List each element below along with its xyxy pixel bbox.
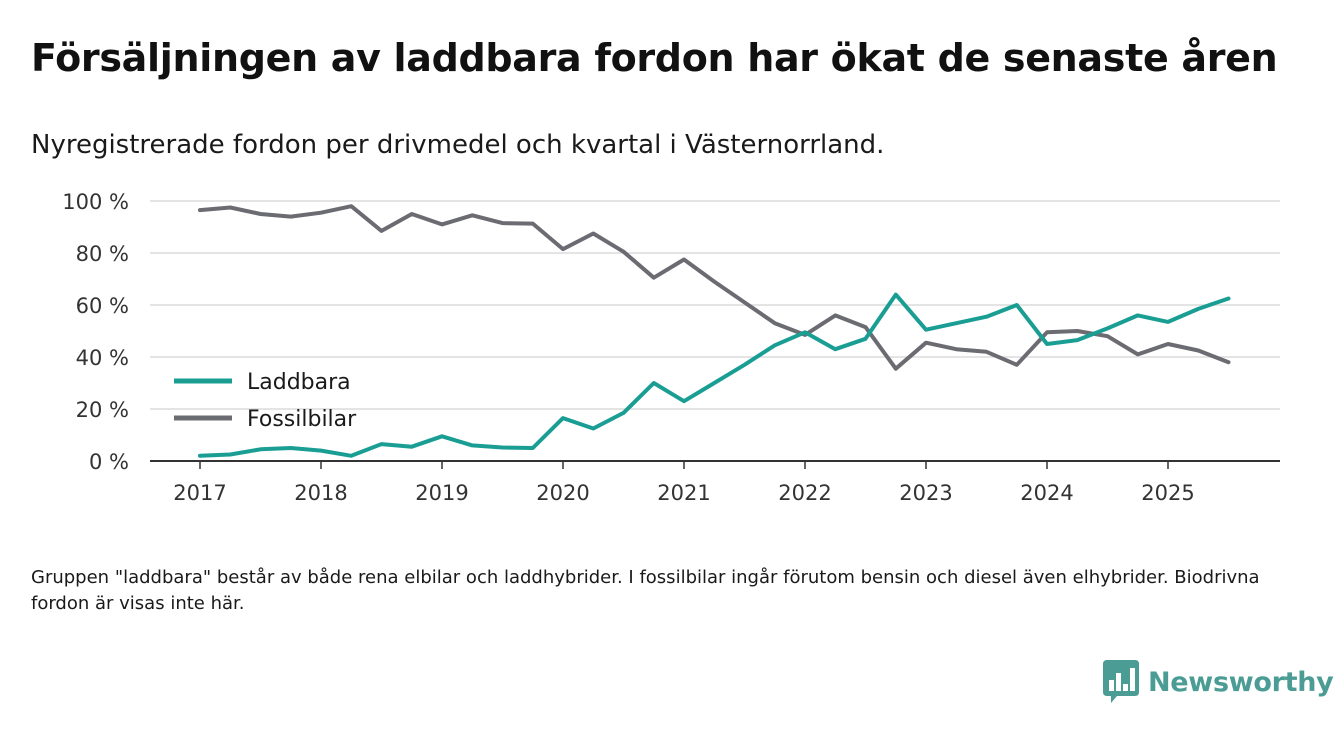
series-line-fossilbilar	[198, 204, 1231, 371]
bar-chart-badge-icon	[1103, 660, 1139, 703]
legend-label-laddbara: Laddbara	[247, 370, 351, 395]
line-chart: 0 % 20 % 40 % 60 % 80 % 100 % 2017 2018 2019 202…	[62, 190, 1280, 505]
series-line-laddbara	[198, 292, 1231, 458]
x-tick-label-2019: 2019	[415, 481, 468, 505]
chart-title: Försäljningen av laddbara fordon har öka…	[31, 36, 1278, 80]
legend-label-fossilbilar: Fossilbilar	[247, 407, 357, 432]
x-tick-label-2020: 2020	[536, 481, 589, 505]
x-tick-label-2023: 2023	[899, 481, 952, 505]
grid-lines	[150, 200, 1280, 410]
newsworthy-logo: Newsworthy	[1103, 660, 1334, 704]
y-axis-ticks: 0 % 20 % 40 % 60 % 80 % 100 %	[62, 190, 129, 474]
x-tick-label-2022: 2022	[778, 481, 831, 505]
y-tick-label-0: 0 %	[89, 450, 129, 474]
chart-subtitle: Nyregistrerade fordon per drivmedel och …	[31, 130, 885, 160]
x-tick-label-2024: 2024	[1020, 481, 1073, 505]
footnote: Gruppen "laddbara" består av både rena e…	[31, 567, 1260, 614]
x-tick-label-2018: 2018	[294, 481, 347, 505]
y-tick-label-60: 60 %	[76, 294, 129, 318]
y-tick-label-100: 100 %	[62, 190, 129, 214]
y-tick-label-80: 80 %	[76, 242, 129, 266]
y-tick-label-20: 20 %	[76, 398, 129, 422]
legend: Laddbara Fossilbilar	[174, 370, 357, 432]
x-tick-label-2021: 2021	[657, 481, 710, 505]
x-tick-label-2025: 2025	[1141, 481, 1194, 505]
x-axis: 2017 2018 2019 2020 2021 2022 2023 2024 2025	[150, 460, 1280, 505]
x-tick-label-2017: 2017	[173, 481, 226, 505]
y-tick-label-40: 40 %	[76, 346, 129, 370]
logo-text: Newsworthy	[1148, 666, 1334, 698]
series-lines	[198, 204, 1231, 458]
